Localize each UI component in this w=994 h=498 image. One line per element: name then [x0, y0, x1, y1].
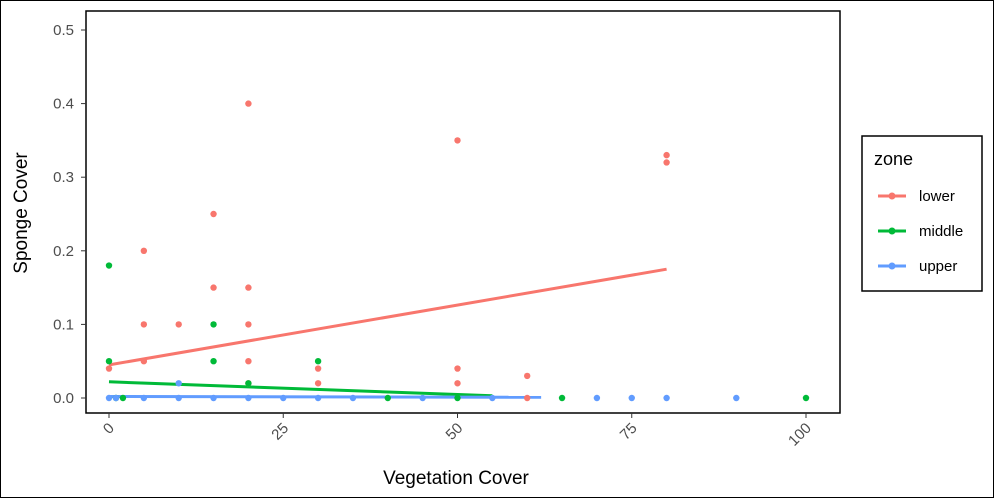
- data-point-middle: [119, 394, 127, 402]
- data-point-upper: [349, 394, 357, 402]
- legend-label-lower: lower: [919, 188, 955, 205]
- trend-lines: [108, 267, 667, 399]
- y-tick-label: 0.3: [53, 169, 74, 186]
- data-point-lower: [524, 394, 531, 402]
- legend-key-point-middle: [888, 227, 896, 235]
- data-point-lower: [245, 100, 252, 107]
- legend-label-upper: upper: [919, 258, 957, 275]
- data-point-middle: [558, 394, 566, 402]
- data-point-upper: [663, 394, 670, 402]
- data-point-lower: [105, 365, 113, 372]
- x-tick-label: 50: [443, 420, 467, 444]
- data-point-upper: [733, 394, 740, 402]
- y-axis-title: Sponge Cover: [11, 152, 32, 274]
- x-tick-label: 75: [617, 420, 641, 444]
- data-point-upper: [628, 394, 635, 402]
- y-tick-label: 0.5: [53, 22, 74, 39]
- data-point-lower: [663, 159, 670, 166]
- data-point-lower: [454, 137, 461, 144]
- data-point-middle: [105, 262, 113, 269]
- y-tick-label: 0.1: [53, 316, 74, 333]
- trend-line-lower: [108, 267, 667, 367]
- legend-key-point-lower: [888, 192, 896, 200]
- y-axis: 0.0 0.1 0.2 0.3 0.4 0.5: [53, 22, 86, 407]
- data-point-lower: [663, 151, 670, 159]
- data-point-lower: [210, 284, 217, 291]
- data-point-middle: [210, 358, 217, 365]
- legend-items: lower middle upper: [878, 188, 963, 275]
- data-point-lower: [175, 321, 182, 328]
- y-tick-label: 0.2: [53, 243, 74, 260]
- x-tick-label: 0: [100, 420, 118, 438]
- x-tick-label: 100: [785, 420, 815, 450]
- data-point-middle: [802, 394, 810, 402]
- data-point-middle: [105, 358, 113, 365]
- data-point-upper: [105, 394, 113, 402]
- data-points: [105, 100, 810, 402]
- data-point-lower: [140, 321, 148, 328]
- y-tick-label: 0.4: [53, 96, 74, 113]
- data-point-upper: [140, 394, 148, 402]
- data-point-upper: [419, 394, 426, 402]
- data-point-middle: [454, 394, 461, 402]
- trend-line-upper: [108, 395, 542, 399]
- data-point-upper: [175, 394, 182, 402]
- y-tick-label: 0.0: [53, 390, 74, 407]
- data-point-lower: [314, 365, 322, 372]
- legend-key-point-upper: [888, 262, 896, 270]
- legend: zone lower middle upper: [861, 135, 983, 292]
- data-point-upper: [489, 394, 496, 402]
- data-point-lower: [245, 321, 252, 328]
- data-point-lower: [210, 210, 217, 218]
- legend-label-middle: middle: [919, 223, 963, 240]
- data-point-upper: [112, 394, 120, 402]
- data-point-lower: [245, 358, 252, 365]
- data-point-upper: [314, 394, 322, 402]
- data-point-lower: [454, 365, 461, 372]
- data-point-lower: [524, 372, 531, 380]
- x-axis: 0 25 50 75 100: [100, 413, 815, 450]
- data-point-middle: [245, 380, 252, 387]
- x-tick-label: 25: [268, 420, 292, 444]
- data-point-lower: [140, 247, 148, 254]
- data-point-upper: [210, 394, 217, 402]
- legend-title: zone: [874, 149, 913, 169]
- data-point-upper: [593, 394, 601, 402]
- data-point-middle: [384, 394, 391, 402]
- data-point-lower: [314, 380, 322, 387]
- data-point-lower: [140, 358, 148, 365]
- plot-panel: [85, 10, 841, 414]
- data-point-upper: [245, 394, 252, 402]
- data-point-lower: [245, 284, 252, 291]
- data-point-middle: [210, 321, 217, 328]
- data-point-middle: [314, 358, 322, 365]
- data-point-upper: [175, 380, 182, 387]
- data-point-upper: [280, 394, 287, 402]
- x-axis-title: Vegetation Cover: [383, 468, 529, 489]
- data-point-lower: [454, 380, 461, 387]
- trend-line-middle: [108, 380, 493, 398]
